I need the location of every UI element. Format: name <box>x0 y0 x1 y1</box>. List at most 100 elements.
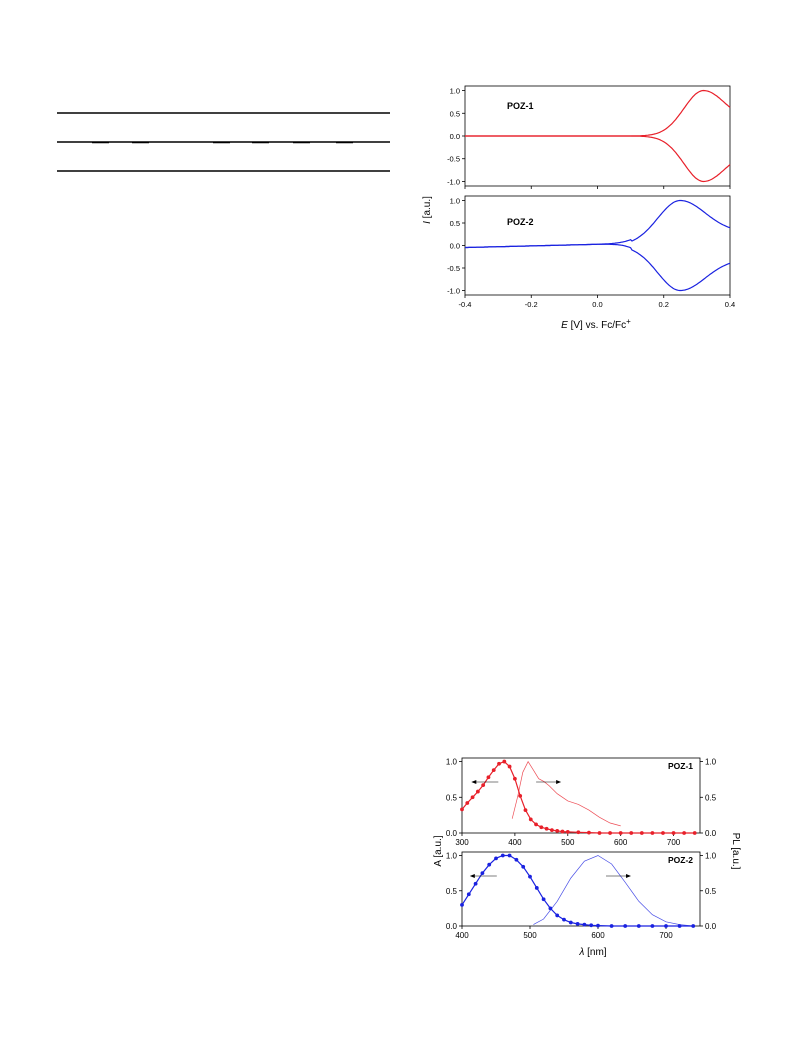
absorption-point <box>539 825 544 830</box>
absorption-curve <box>461 760 695 834</box>
absorption-point <box>500 853 505 858</box>
absorption-point <box>671 831 676 835</box>
spec-x-tick-label: 700 <box>659 931 673 940</box>
cv-y-tick-label: -0.5 <box>447 155 460 164</box>
absorption-point <box>609 924 614 928</box>
spec-panel-frame <box>461 851 701 927</box>
cv-x-tick-label: -0.2 <box>525 300 538 309</box>
absorption-point <box>562 917 566 922</box>
absorption-curve <box>461 854 694 927</box>
absorption-point <box>560 829 565 834</box>
absorption-point <box>466 892 471 897</box>
absorption-point <box>481 783 486 788</box>
arrow-head <box>469 874 475 878</box>
absorption-point <box>568 920 573 925</box>
spec-x-tick-label: 300 <box>455 838 469 847</box>
absorption-point <box>618 831 623 835</box>
spec-x-axis-label: λ [nm] <box>578 947 606 958</box>
absorption-point <box>465 801 470 805</box>
absorption-point <box>470 795 475 800</box>
spec-x-tick-label: 700 <box>667 838 681 847</box>
arrow-head <box>471 780 477 784</box>
cv-x-tick-label: 0.4 <box>725 300 735 309</box>
spec-y-tick-label: 0.0 <box>446 829 458 838</box>
spec-y-left-label: A [a.u.] <box>433 835 444 866</box>
absorption-point <box>528 874 532 879</box>
absorption-point <box>473 881 478 886</box>
spec-y2-tick-label: 0.0 <box>705 829 717 838</box>
absorption-point <box>639 831 644 835</box>
absorption-point <box>587 830 591 835</box>
cv-y-tick-label: 1.0 <box>450 197 460 206</box>
spec-y-tick-label: 0.0 <box>446 922 458 931</box>
spec-y2-tick-label: 0.5 <box>705 887 717 896</box>
absorption-point <box>523 808 528 813</box>
cv-curve-reverse <box>465 243 731 292</box>
table-fragment <box>57 112 390 172</box>
spec-x-tick-label: 600 <box>614 838 628 847</box>
absorption-point <box>494 856 498 861</box>
cv-x-tick-label: 0.0 <box>592 300 602 309</box>
absorption-point <box>460 902 464 907</box>
absorption-point <box>514 857 519 862</box>
absorption-point <box>502 759 507 764</box>
cv-y-tick-label: 0.5 <box>450 109 460 118</box>
spec-y2-tick-label: 1.0 <box>705 758 717 767</box>
absorption-point <box>534 822 538 827</box>
absorption-point <box>682 831 687 835</box>
absorption-point <box>623 924 628 928</box>
absorption-point <box>507 853 512 858</box>
absorption-point <box>460 807 464 812</box>
cv-panel-label: POZ-1 <box>507 101 534 111</box>
absorption-point <box>487 862 492 867</box>
absorption-point <box>480 871 485 876</box>
cv-y-tick-label: 0.0 <box>450 242 460 251</box>
emission-curve <box>533 855 694 927</box>
cv-y-tick-label: -1.0 <box>447 287 460 296</box>
spec-panel-label: POZ-2 <box>668 855 693 865</box>
cv-y-tick-label: -0.5 <box>447 264 460 273</box>
cv-x-axis-label: E [V] vs. Fc/Fc+ <box>561 317 631 331</box>
absorption-point <box>544 826 549 831</box>
absorption-point <box>596 923 600 928</box>
spec-y-tick-label: 1.0 <box>446 758 458 767</box>
spec-x-tick-label: 400 <box>455 931 469 940</box>
spec-y-right-label: PL [a.u.] <box>730 833 741 870</box>
cv-y-tick-label: -1.0 <box>447 177 460 186</box>
spec-y-tick-label: 0.5 <box>446 887 458 896</box>
absorption-point <box>677 924 682 928</box>
absorption-point <box>550 828 554 833</box>
absorption-point <box>575 921 580 926</box>
absorption-point <box>692 831 697 835</box>
cv-panel-label: POZ-2 <box>507 217 534 227</box>
cv-x-tick-label: -0.4 <box>459 300 472 309</box>
emission-curve <box>511 760 621 827</box>
cv-y-tick-label: 0.5 <box>450 219 460 228</box>
cv-y-axis-label: I [a.u.] <box>422 196 433 224</box>
spec-y2-tick-label: 0.0 <box>705 922 717 931</box>
absorption-point <box>636 924 641 928</box>
spec-y2-tick-label: 1.0 <box>705 852 717 861</box>
absorption-point <box>565 830 570 834</box>
absorption-point <box>528 817 533 822</box>
absorption-point <box>582 922 587 927</box>
spec-panel-frame <box>461 757 701 834</box>
absorption-point <box>576 830 581 835</box>
cv-figure: 1.0 0.5 0.0 -0.5 -1.0 POZ-1 1.0 0.5 0.0 -0.5 -1.0 P… <box>422 85 735 331</box>
spec-y2-tick-label: 0.5 <box>705 793 717 802</box>
absorption-point <box>661 831 665 835</box>
absorption-point <box>512 776 517 781</box>
arrow-head <box>556 780 562 784</box>
absorption-point <box>650 924 655 928</box>
absorption-point <box>650 831 655 835</box>
cv-curve-reverse <box>465 135 731 183</box>
absorption-point <box>507 764 512 769</box>
spec-x-tick-label: 500 <box>523 931 537 940</box>
absorption-point <box>555 913 560 918</box>
absorption-point <box>521 864 526 869</box>
absorption-point <box>555 828 560 833</box>
absorption-point <box>518 793 523 798</box>
cv-y-tick-label: 1.0 <box>450 87 460 96</box>
absorption-point <box>475 789 480 794</box>
